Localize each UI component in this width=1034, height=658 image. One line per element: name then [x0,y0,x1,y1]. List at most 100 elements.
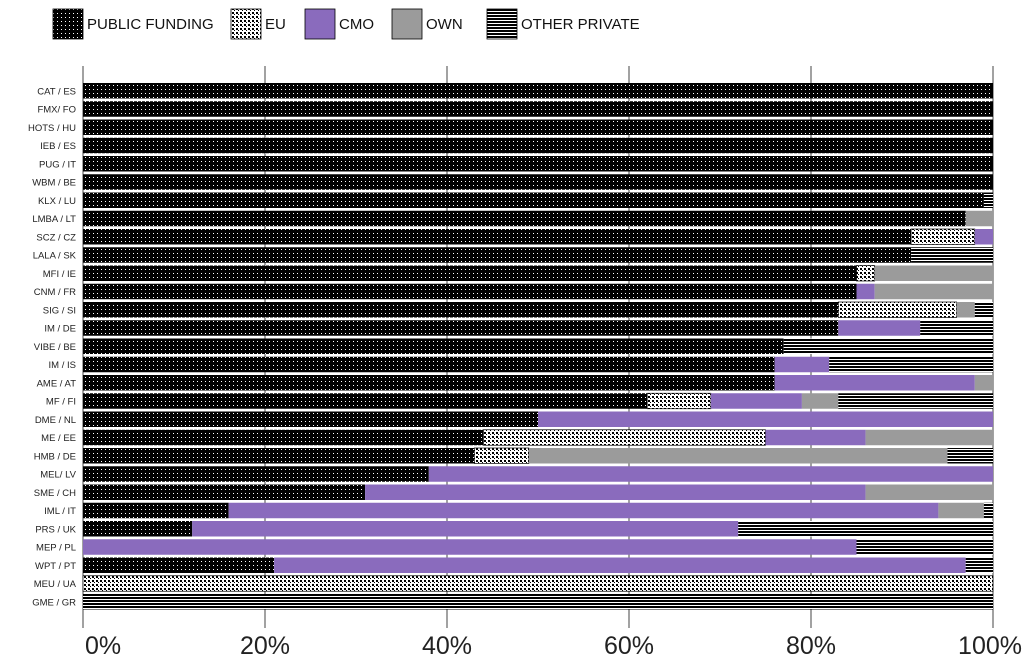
category-label: MEL/ LV [40,470,76,481]
category-label: MEP / PL [36,543,76,554]
bar-segment-public [83,137,993,154]
category-label: SIG / SI [43,305,76,316]
bar-segment-public [83,521,193,537]
bar-segment-public [83,265,857,281]
category-label: MFI / IE [43,269,76,280]
bar-segment-cmo [856,283,875,300]
bar-segment-cmo [192,521,739,537]
x-tick-label: 0% [85,632,121,658]
category-labels: CAT / ES FMX/ FO HOTS / HU IEB / ES PUG / IT… [28,86,77,608]
bar-segment-cmo [765,429,866,446]
bar-segment-eu [82,575,994,592]
category-label: HOTS / HU [28,123,76,134]
category-label: IML / IT [44,506,76,517]
legend-swatch-cmo [304,8,336,40]
bar-segment-eu [483,429,766,446]
category-label: VIBE / BE [34,342,76,353]
category-label: WPT / PT [35,561,76,572]
bar-segment-own [874,283,993,300]
category-label: LALA / SK [33,251,77,262]
bar-segment-public [83,283,857,300]
bar-segment-own [974,375,993,391]
bar-segment-public [83,356,775,373]
bar-segment-own [965,210,993,227]
bar-segment-public [83,229,912,245]
bar-segment-own [938,502,984,519]
category-label: IM / IS [49,360,76,371]
bar-segment-other [983,192,993,208]
category-label: IEB / ES [40,141,76,152]
bar-segment-public [83,448,475,464]
bar-segment-cmo [228,502,939,519]
category-label: ME / EE [41,433,76,444]
bar-segment-cmo [774,356,830,373]
bar-segment-other [856,539,993,555]
bar-segment-public [83,156,993,172]
bars [82,83,994,610]
bar-segment-other [783,338,993,354]
category-label: PRS / UK [35,524,76,535]
bar-segment-eu [837,301,957,318]
bar-segment-other [838,393,993,409]
legend-label-cmo: CMO [339,16,374,33]
bar-segment-other [920,320,993,336]
category-label: SCZ / CZ [36,232,76,243]
legend-label-public: PUBLIC FUNDING [87,16,214,33]
legend-swatch-eu [230,8,262,40]
legend-label-own: OWN [426,16,463,33]
bar-segment-own [528,448,948,464]
bar-segment-public [83,375,775,391]
category-label: CAT / ES [37,86,76,97]
bar-segment-other [947,448,993,464]
category-label: GME / GR [32,597,76,608]
category-label: DME / NL [35,415,76,426]
category-label: CNM / FR [34,287,76,298]
bar-segment-own [874,265,993,281]
bar-segment-public [83,101,993,117]
legend-swatch-own [391,8,423,40]
bar-segment-other [983,502,993,519]
bar-segment-public [83,484,366,500]
bar-segment-other [738,521,993,537]
category-label: SME / CH [34,488,76,499]
bar-segment-eu [646,392,712,410]
bar-segment-cmo [83,539,857,555]
category-label: KLX / LU [38,196,76,207]
legend-label-other: OTHER PRIVATE [521,16,640,33]
bar-segment-own [865,484,993,500]
x-tick-label: 100% [958,632,1022,658]
x-tick-label: 20% [240,632,290,658]
category-label: MEU / UA [34,579,77,590]
legend-swatch-other [486,8,518,40]
bar-segment-public [83,502,229,519]
bar-segment-public [83,411,538,427]
bar-segment-eu [910,228,976,245]
category-label: MF / FI [46,397,76,408]
bar-segment-other [965,557,993,573]
bar-segment-public [83,83,993,99]
bar-segment-cmo [428,466,993,482]
bar-segment-public [83,393,648,409]
bar-segment-cmo [838,320,921,336]
legend-swatch-public [52,8,84,40]
category-label: IM / DE [44,324,76,335]
category-label: FMX/ FO [37,105,76,116]
bar-segment-cmo [710,393,802,409]
x-tick-label: 40% [422,632,472,658]
bar-segment-public [83,119,993,135]
category-label: WBM / BE [32,178,76,189]
bar-segment-public [83,429,484,446]
bar-segment-cmo [774,375,975,391]
legend: PUBLIC FUNDING EU CMO OWN OTHER PRIVATE [52,8,640,40]
category-label: HMB / DE [34,451,76,462]
bar-segment-public [83,192,984,208]
bar-segment-eu [856,265,876,282]
category-label: PUG / IT [39,159,76,170]
bar-segment-own [865,429,993,446]
bar-segment-own [801,393,839,409]
bar-segment-cmo [365,484,866,500]
bar-segment-cmo [538,411,993,427]
bar-segment-public [83,557,275,573]
legend-label-eu: EU [265,16,286,33]
category-label: AME / AT [37,378,77,389]
